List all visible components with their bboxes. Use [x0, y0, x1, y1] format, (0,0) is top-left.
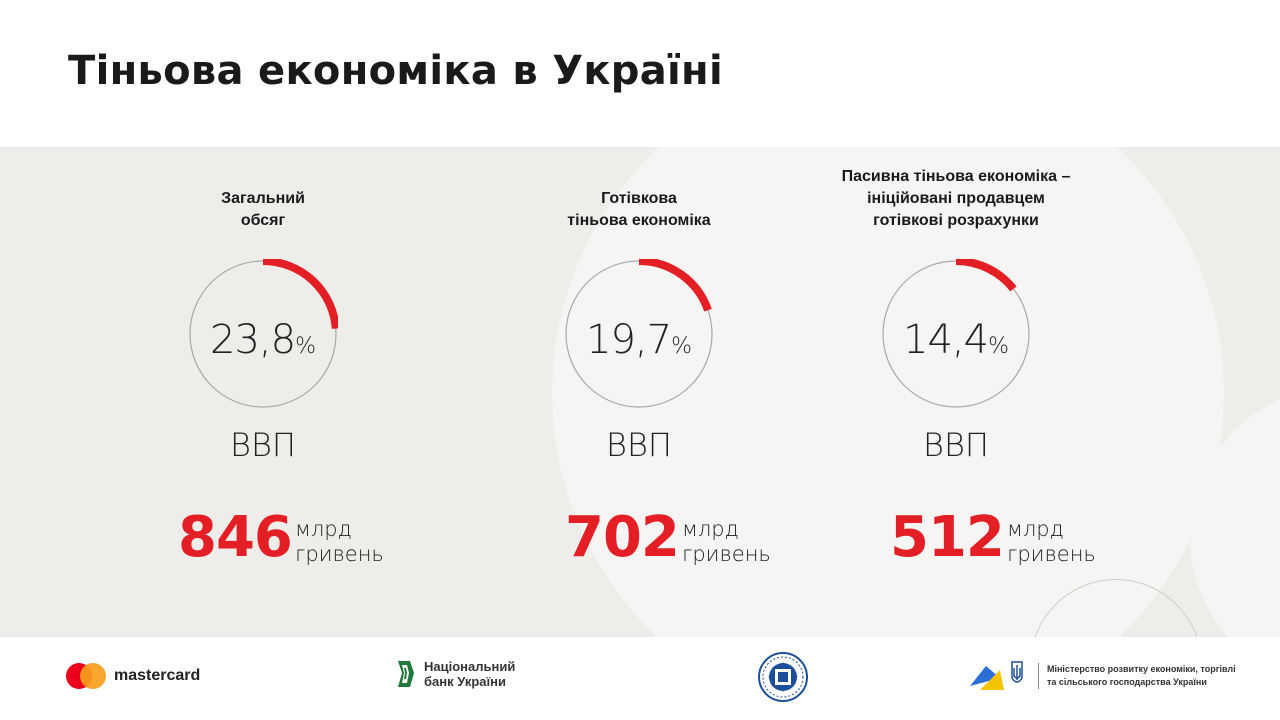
stat-cash: Готівкова тіньова економіка 19,7% ВВП 70…: [489, 147, 789, 637]
nbu-emblem-icon: [398, 661, 414, 687]
percent-value: 19,7%: [564, 317, 714, 363]
nbu-name-line: Національний: [424, 659, 516, 674]
ring-arc: [188, 259, 338, 409]
stat-title-line: тіньова економіка: [567, 212, 711, 229]
gdp-label: ВВП: [230, 426, 296, 464]
percent-symbol: %: [671, 334, 692, 359]
ring-arc: [564, 259, 714, 409]
mastercard-circles-icon: [66, 663, 106, 689]
nbu-name-line: банк України: [424, 674, 506, 689]
stat-title-line: Готівкова: [601, 190, 677, 207]
amount-unit-line: гривень: [682, 542, 771, 566]
ministry-logo: Міністерство розвитку економіки, торгівл…: [970, 656, 1236, 696]
nbu-logo: Національний банк України: [394, 659, 515, 689]
footer: mastercard Національний банк України Мін…: [0, 637, 1280, 720]
stat-title-line: Пасивна тіньова економіка –: [841, 168, 1071, 185]
amount-unit-line: млрд: [1007, 517, 1064, 541]
stat-title-line: обсяг: [240, 212, 286, 229]
page-title: Тіньова економіка в Україні: [68, 48, 723, 94]
gdp-label: ВВП: [606, 426, 672, 464]
percent-number: 23,8: [210, 317, 296, 363]
percent-symbol: %: [295, 334, 316, 359]
gdp-label: ВВП: [923, 426, 989, 464]
stat-title: Загальний обсяг: [113, 188, 413, 232]
percent-number: 19,7: [586, 317, 672, 363]
amount-unit: млрд гривень: [682, 517, 771, 567]
stats-panel: Загальний обсяг 23,8% ВВП 846 млрд гриве…: [0, 147, 1280, 637]
stat-title: Готівкова тіньова економіка: [489, 188, 789, 232]
stat-total: Загальний обсяг 23,8% ВВП 846 млрд гриве…: [113, 147, 413, 637]
amount-value: 702: [565, 505, 680, 570]
ministry-name-line: та сільського господарства України: [1047, 677, 1207, 687]
percent-number: 14,4: [903, 317, 989, 363]
stat-title: Пасивна тіньова економіка – ініційовані …: [806, 166, 1106, 232]
stat-passive: Пасивна тіньова економіка – ініційовані …: [806, 147, 1106, 637]
ring-arc: [881, 259, 1031, 409]
percent-value: 23,8%: [188, 317, 338, 363]
amount-unit-line: млрд: [295, 517, 352, 541]
percent-value: 14,4%: [881, 317, 1031, 363]
ministry-name-line: Міністерство розвитку економіки, торгівл…: [1047, 664, 1236, 674]
amount-unit-line: гривень: [1007, 542, 1096, 566]
amount-unit-line: млрд: [682, 517, 739, 541]
ministry-emblem-icon: [970, 661, 1023, 690]
institute-seal-icon: [758, 652, 808, 702]
stat-title-line: готівкові розрахунки: [873, 212, 1039, 229]
stat-title-line: Загальний: [221, 190, 305, 207]
percent-ring: [188, 259, 338, 409]
percent-ring: [564, 259, 714, 409]
mastercard-wordmark: mastercard: [114, 667, 201, 684]
stat-title-line: ініційовані продавцем: [867, 190, 1045, 207]
percent-symbol: %: [988, 334, 1009, 359]
amount-unit: млрд гривень: [295, 517, 384, 567]
percent-ring: [881, 259, 1031, 409]
amount-unit: млрд гривень: [1007, 517, 1096, 567]
mastercard-logo: mastercard: [66, 663, 200, 689]
amount-value: 512: [890, 505, 1005, 570]
ministry-name: Міністерство розвитку економіки, торгівл…: [1038, 663, 1236, 689]
amount-unit-line: гривень: [295, 542, 384, 566]
amount-value: 846: [178, 505, 293, 570]
decorative-circle-large: [552, 147, 1224, 637]
nbu-name: Національний банк України: [424, 659, 515, 689]
